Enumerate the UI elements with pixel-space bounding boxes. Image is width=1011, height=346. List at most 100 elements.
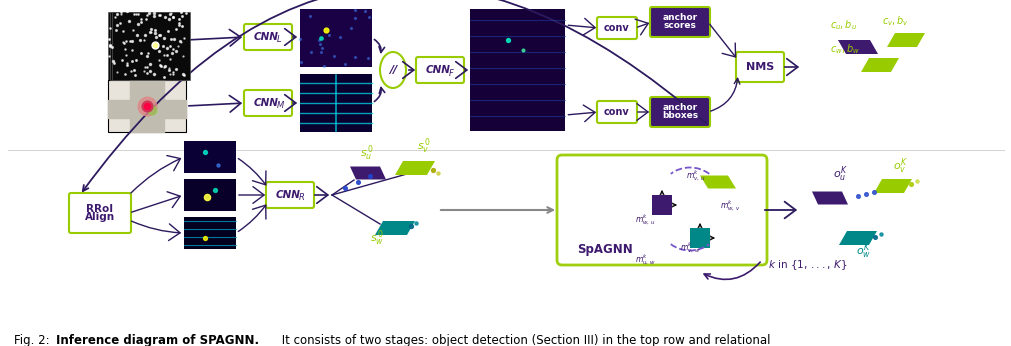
Point [866,234,883,240]
Point [109,69,125,75]
Point [151,57,167,63]
Text: $m^k_{w,\,v}$: $m^k_{w,\,v}$ [719,198,740,213]
Point [132,20,149,25]
Point [175,72,191,77]
Bar [184,141,236,173]
Point [133,16,150,22]
Point [857,191,874,197]
Point [156,65,172,70]
Point [362,173,378,179]
FancyBboxPatch shape [244,24,292,50]
Text: $s_v^{\,0}$: $s_v^{\,0}$ [417,137,431,156]
Text: It consists of two stages: object detection (Section III) in the top row and rel: It consists of two stages: object detect… [278,334,769,346]
Point [139,103,155,109]
Text: $m^k_{w,\,u}$: $m^k_{w,\,u}$ [634,212,655,227]
FancyBboxPatch shape [649,97,710,127]
Point [156,52,172,57]
Point [107,28,123,33]
Point [178,10,194,16]
Point [142,10,158,16]
Point [137,17,154,22]
Point [148,34,164,40]
Point [347,16,363,21]
Point [100,53,116,58]
Text: CNN: CNN [275,190,300,200]
Point [361,14,377,20]
Point [197,235,213,241]
Point [116,71,132,76]
Point [499,37,516,43]
Point [312,42,329,47]
Text: M: M [277,101,284,110]
Point [135,37,152,43]
Point [337,61,353,67]
Bar [690,228,710,248]
Point [118,8,134,13]
Point [127,57,144,63]
Point [128,32,145,37]
Point [165,70,181,75]
Text: CNN: CNN [254,32,278,42]
Point [174,54,190,59]
Point [157,63,173,69]
Point [140,64,156,70]
FancyBboxPatch shape [416,57,463,83]
Polygon shape [874,179,911,193]
Point [172,38,188,44]
Point [197,149,213,155]
Point [142,68,158,73]
Text: $c_w, b_w$: $c_w, b_w$ [829,42,859,56]
Point [125,68,142,73]
Point [162,56,178,62]
Point [143,27,159,32]
Point [146,71,162,77]
Point [102,42,118,48]
Point [337,185,353,191]
Point [155,43,171,48]
Point [174,23,190,28]
Point [152,62,168,68]
Text: $o_v^K$: $o_v^K$ [892,157,907,176]
Point [100,36,116,41]
Point [147,30,163,36]
Point [144,29,160,35]
Point [162,71,178,76]
Text: $s_w^{\,0}$: $s_w^{\,0}$ [370,229,384,248]
Point [902,181,918,187]
Point [171,21,187,26]
Point [163,36,179,42]
Point [112,11,128,16]
Point [132,38,149,43]
FancyBboxPatch shape [266,182,313,208]
Point [170,43,186,48]
Point [407,220,424,226]
Point [102,26,118,31]
Point [124,39,141,44]
Point [310,37,327,43]
Point [114,28,130,34]
Text: RRoI: RRoI [86,204,113,214]
Bar [651,195,671,215]
Point [173,39,189,45]
Text: Fig. 2:: Fig. 2: [14,334,54,346]
Point [402,223,419,229]
Text: CNN: CNN [426,65,450,75]
Bar [112,12,190,80]
Point [121,38,137,44]
Point [102,43,118,48]
Point [151,12,167,18]
Point [161,65,177,71]
Point [162,11,178,16]
Point [151,48,167,53]
Text: NMS: NMS [745,62,773,72]
Text: //: // [388,65,396,75]
Point [292,36,308,42]
Point [137,32,154,38]
Point [176,72,192,78]
FancyBboxPatch shape [596,17,636,39]
Text: anchor: anchor [662,13,697,22]
Bar [299,74,372,132]
Point [430,170,446,176]
Point [132,7,149,13]
Point [162,43,178,48]
